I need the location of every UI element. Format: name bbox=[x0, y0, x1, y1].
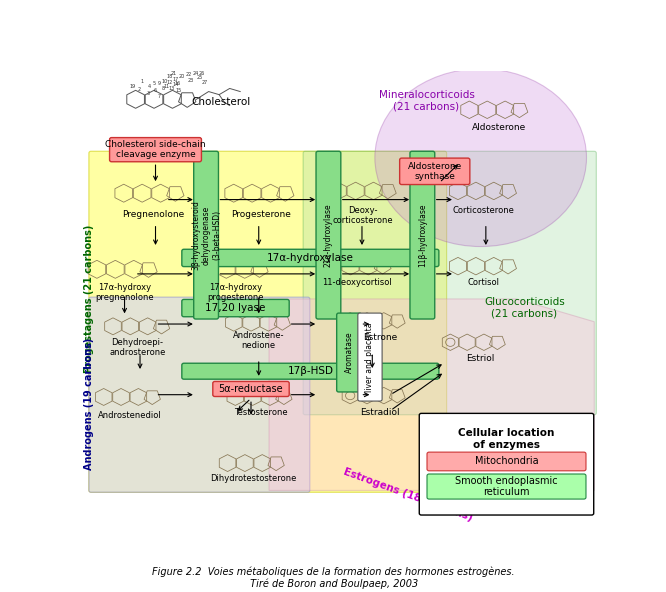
Polygon shape bbox=[269, 299, 594, 490]
Text: 24: 24 bbox=[192, 71, 199, 76]
Text: 7: 7 bbox=[158, 94, 161, 99]
Text: 8: 8 bbox=[162, 86, 165, 91]
Text: 9: 9 bbox=[158, 81, 161, 86]
Text: 19: 19 bbox=[129, 83, 135, 89]
Text: 12: 12 bbox=[167, 81, 173, 85]
FancyBboxPatch shape bbox=[358, 313, 382, 401]
FancyBboxPatch shape bbox=[420, 413, 593, 515]
Text: Androstenediol: Androstenediol bbox=[98, 411, 162, 420]
Text: Cellular location
of enzymes: Cellular location of enzymes bbox=[458, 428, 555, 449]
Text: Androstene-
nedione: Androstene- nedione bbox=[233, 331, 284, 350]
Text: 18: 18 bbox=[167, 74, 173, 79]
Text: Dihydrotestosterone: Dihydrotestosterone bbox=[210, 474, 297, 484]
Text: Corticosterone: Corticosterone bbox=[452, 205, 514, 214]
Text: 17α-hydroxy
progesterone: 17α-hydroxy progesterone bbox=[207, 283, 264, 303]
Text: 11: 11 bbox=[164, 84, 170, 89]
Text: 17: 17 bbox=[172, 77, 178, 82]
FancyBboxPatch shape bbox=[182, 300, 289, 317]
Text: 27: 27 bbox=[201, 80, 208, 85]
Text: Cholesterol: Cholesterol bbox=[192, 97, 251, 107]
Text: 21: 21 bbox=[170, 71, 176, 76]
Text: Dehydroepi-
androsterone: Dehydroepi- androsterone bbox=[109, 337, 166, 357]
Text: 23: 23 bbox=[188, 78, 194, 83]
FancyBboxPatch shape bbox=[182, 363, 439, 379]
FancyBboxPatch shape bbox=[400, 158, 470, 185]
FancyBboxPatch shape bbox=[110, 137, 201, 162]
Text: 5α-reductase: 5α-reductase bbox=[218, 384, 283, 394]
Text: Estriol: Estriol bbox=[466, 353, 495, 363]
Text: 2: 2 bbox=[137, 87, 141, 92]
Text: Mineralocorticoids
(21 carbons): Mineralocorticoids (21 carbons) bbox=[378, 90, 474, 111]
Text: 17α-hydroxy
pregnenolone: 17α-hydroxy pregnenolone bbox=[95, 283, 154, 303]
Text: Progestagens (21 carbons): Progestagens (21 carbons) bbox=[85, 225, 95, 373]
Text: Aromatase: Aromatase bbox=[344, 332, 354, 374]
Text: Mitochondria: Mitochondria bbox=[475, 456, 538, 466]
Text: 20: 20 bbox=[178, 74, 184, 79]
Text: Estrone: Estrone bbox=[363, 333, 397, 342]
Text: 22: 22 bbox=[186, 72, 192, 77]
FancyBboxPatch shape bbox=[89, 152, 447, 492]
Text: 17α-hydroxylase: 17α-hydroxylase bbox=[267, 253, 354, 263]
FancyBboxPatch shape bbox=[337, 313, 362, 392]
FancyBboxPatch shape bbox=[427, 452, 586, 471]
Text: Pregnenolone: Pregnenolone bbox=[122, 210, 184, 219]
Text: 25: 25 bbox=[196, 75, 202, 81]
Text: 11-deoxycortisol: 11-deoxycortisol bbox=[322, 278, 392, 288]
Text: 15: 15 bbox=[176, 88, 182, 93]
Text: Androgens (19 carbons): Androgens (19 carbons) bbox=[85, 337, 95, 470]
Text: Cortisol: Cortisol bbox=[468, 278, 500, 288]
FancyBboxPatch shape bbox=[89, 297, 310, 492]
Text: Estrogens (18 carbons): Estrogens (18 carbons) bbox=[342, 467, 474, 523]
FancyBboxPatch shape bbox=[316, 152, 341, 319]
Text: Estradiol: Estradiol bbox=[360, 408, 400, 417]
Text: Deoxy-
corticosterone: Deoxy- corticosterone bbox=[333, 205, 394, 225]
Text: Figure 2.2  Voies métaboliques de la formation des hormones estrogènes.
 Tiré de: Figure 2.2 Voies métaboliques de la form… bbox=[152, 567, 514, 589]
FancyBboxPatch shape bbox=[410, 152, 435, 319]
Text: 16: 16 bbox=[174, 81, 180, 86]
Text: liver and placenta: liver and placenta bbox=[366, 322, 374, 392]
Text: Glucocorticoids
(21 carbons): Glucocorticoids (21 carbons) bbox=[484, 297, 565, 319]
Text: 3: 3 bbox=[147, 91, 149, 96]
Text: Testosterone: Testosterone bbox=[234, 408, 288, 417]
Text: Aldosterone
synthase: Aldosterone synthase bbox=[408, 162, 462, 181]
Text: 21α-hydroxylase: 21α-hydroxylase bbox=[324, 203, 333, 267]
Text: 10: 10 bbox=[162, 79, 168, 83]
FancyBboxPatch shape bbox=[182, 249, 439, 266]
FancyBboxPatch shape bbox=[213, 381, 289, 397]
FancyBboxPatch shape bbox=[194, 152, 218, 319]
Text: Smooth endoplasmic
reticulum: Smooth endoplasmic reticulum bbox=[455, 476, 558, 497]
Text: 14: 14 bbox=[172, 82, 178, 87]
Text: 17,20 lyase: 17,20 lyase bbox=[205, 303, 266, 313]
Text: 11β-hydroxylase: 11β-hydroxylase bbox=[418, 204, 427, 267]
Text: 1: 1 bbox=[140, 79, 143, 85]
Text: Cholesterol side-chain
cleavage enzyme: Cholesterol side-chain cleavage enzyme bbox=[105, 140, 206, 159]
Text: Progesterone: Progesterone bbox=[231, 210, 291, 219]
Text: 4: 4 bbox=[148, 85, 151, 89]
FancyBboxPatch shape bbox=[427, 474, 586, 499]
Text: 17β-HSD: 17β-HSD bbox=[287, 366, 334, 376]
Text: 26: 26 bbox=[199, 71, 205, 76]
Text: 5: 5 bbox=[153, 81, 156, 86]
Text: Aldosterone: Aldosterone bbox=[472, 124, 526, 133]
Text: 3β-hydroxysteroid
dehydrogenase
(3-beta-HSD): 3β-hydroxysteroid dehydrogenase (3-beta-… bbox=[191, 200, 221, 270]
FancyBboxPatch shape bbox=[303, 152, 596, 415]
Ellipse shape bbox=[375, 69, 587, 246]
Text: 6: 6 bbox=[154, 88, 157, 93]
Text: 13: 13 bbox=[169, 86, 175, 91]
